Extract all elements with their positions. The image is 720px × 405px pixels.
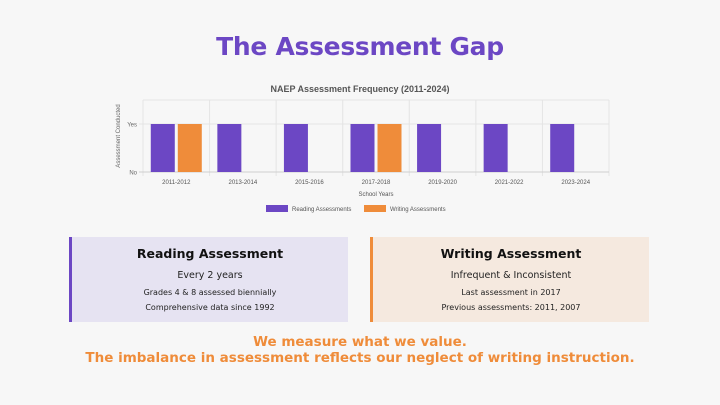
bar-reading-assessments <box>217 124 242 172</box>
page-title: The Assessment Gap <box>216 32 504 61</box>
bar-writing-assessments <box>177 124 202 172</box>
bar-reading-assessments <box>350 124 375 172</box>
reading-card-detail-1: Grades 4 & 8 assessed biennially <box>143 288 277 297</box>
x-tick-label: 2017-2018 <box>362 180 391 186</box>
chart-title: NAEP Assessment Frequency (2011-2024) <box>270 84 449 94</box>
chart: NAEP Assessment Frequency (2011-2024) No Y… <box>116 84 610 213</box>
y-tick-label: No <box>129 171 137 177</box>
writing-card-subtitle: Infrequent & Inconsistent <box>450 270 572 281</box>
bar-reading-assessments <box>483 124 508 172</box>
reading-card-subtitle: Every 2 years <box>177 270 243 281</box>
x-tick-label: 2021-2022 <box>495 180 524 186</box>
y-axis-label: Assessment Conducted <box>116 104 122 167</box>
footer-line-1: We measure what we value. <box>253 334 467 350</box>
bar-reading-assessments <box>417 124 442 172</box>
x-tick-label: 2023-2024 <box>561 180 590 186</box>
x-tick-label: 2013-2014 <box>229 180 258 186</box>
x-tick-label: 2015-2016 <box>295 180 324 186</box>
reading-card-detail-2: Comprehensive data since 1992 <box>145 303 275 312</box>
bar-writing-assessments <box>377 124 402 172</box>
reading-assessment-card: Reading Assessment Every 2 years Grades … <box>69 237 348 322</box>
legend-swatch <box>266 205 288 212</box>
legend-label: Writing Assessments <box>390 207 446 213</box>
writing-card-title: Writing Assessment <box>440 246 582 261</box>
reading-card-title: Reading Assessment <box>136 246 284 261</box>
x-tick-label: 2011-2012 <box>162 180 191 186</box>
writing-card-detail-1: Last assessment in 2017 <box>461 288 561 297</box>
x-axis-label: School Years <box>358 192 393 198</box>
x-tick-label: 2019-2020 <box>428 180 457 186</box>
legend-swatch <box>364 205 386 212</box>
writing-assessment-card: Writing Assessment Infrequent & Inconsis… <box>370 237 649 322</box>
legend-label: Reading Assessments <box>292 207 351 213</box>
bar-reading-assessments <box>550 124 575 172</box>
bar-reading-assessments <box>150 124 175 172</box>
footer-line-2: The imbalance in assessment reflects our… <box>85 350 635 366</box>
bar-reading-assessments <box>283 124 308 172</box>
y-tick-label: Yes <box>127 123 137 129</box>
writing-card-detail-2: Previous assessments: 2011, 2007 <box>441 303 581 312</box>
